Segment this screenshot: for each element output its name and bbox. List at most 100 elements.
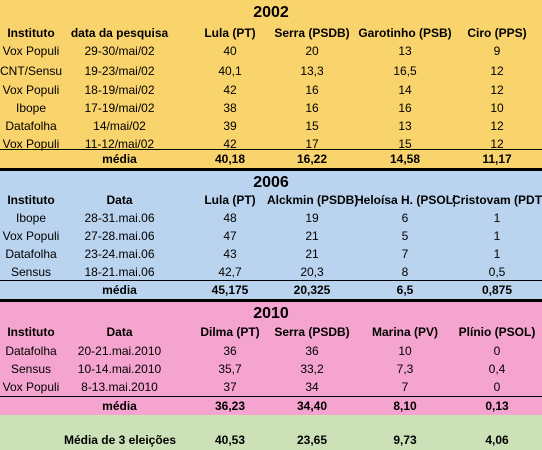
column-header: data da pesquisa <box>70 26 169 40</box>
column-header: Dilma (PT) <box>200 325 260 339</box>
candidate-1-cell: 42,7 <box>218 265 242 279</box>
candidate-3-cell: 13 <box>398 119 412 133</box>
candidate-3-cell: 15 <box>398 137 412 151</box>
average-value: 20,325 <box>293 283 331 297</box>
column-header: Data <box>106 193 133 207</box>
date-cell: 19-23/mai/02 <box>84 64 155 78</box>
average-value: 6,5 <box>396 283 414 297</box>
institute-cell: Ibope <box>15 101 47 115</box>
candidate-2-cell: 16 <box>305 101 319 115</box>
average-value: 14,58 <box>389 152 421 166</box>
column-header: Heloísa H. (PSOL) <box>355 193 455 207</box>
table-row: Datafolha 14/mai/02 39 15 13 12 <box>0 117 542 136</box>
section-2002: 2002 Instituto data da pesquisa Lula (PT) S… <box>0 0 542 168</box>
institute-cell: Datafolha <box>5 119 57 133</box>
candidate-2-cell: 21 <box>305 229 319 243</box>
candidate-2-cell: 13,3 <box>300 64 324 78</box>
section-2006: 2006 Instituto Data Lula (PT) Alckmin (PSDB… <box>0 171 542 299</box>
candidate-4-cell: 12 <box>490 64 504 78</box>
table-row: CNT/Sensus 19-23/mai/02 40,1 13,3 16,5 12 <box>0 62 542 81</box>
candidate-2-cell: 20,3 <box>300 265 324 279</box>
average-value: 0,13 <box>485 399 509 413</box>
candidate-4-cell: 9 <box>493 44 501 58</box>
table-row: Ibope 17-19/mai/02 38 16 16 10 <box>0 99 542 118</box>
candidate-4-cell: 1 <box>493 229 501 243</box>
summary-value: 4,06 <box>485 433 509 447</box>
section-divider <box>0 168 542 171</box>
average-value: 34,40 <box>296 399 328 413</box>
table-row: Vox Populi 8-13.mai.2010 37 34 7 0 <box>0 378 542 397</box>
candidate-3-cell: 5 <box>401 229 409 243</box>
column-header: Lula (PT) <box>204 26 256 40</box>
candidate-4-cell: 1 <box>493 247 501 261</box>
average-label: média <box>102 152 137 166</box>
candidate-4-cell: 12 <box>490 137 504 151</box>
candidate-3-cell: 7,3 <box>396 362 414 376</box>
table-row: Sensus 10-14.mai.2010 35,7 33,2 7,3 0,4 <box>0 360 542 379</box>
column-header: Lula (PT) <box>204 193 256 207</box>
candidate-1-cell: 39 <box>223 119 237 133</box>
table-row: Vox Populi 29-30/mai/02 40 20 13 9 <box>0 42 542 61</box>
candidate-2-cell: 19 <box>305 211 319 225</box>
column-header: Instituto <box>7 325 55 339</box>
candidate-1-cell: 47 <box>223 229 237 243</box>
candidate-4-cell: 1 <box>493 211 501 225</box>
table-row: Ibope 28-31.mai.06 48 19 6 1 <box>0 209 542 228</box>
date-cell: 20-21.mai.2010 <box>77 344 162 358</box>
summary-value: 40,53 <box>214 433 246 447</box>
column-header: Serra (PSDB) <box>274 26 350 40</box>
institute-cell: Sensus <box>10 265 52 279</box>
candidate-4-cell: 0 <box>493 344 501 358</box>
table-row: Vox Populi 18-19/mai/02 42 16 14 12 <box>0 81 542 100</box>
average-value: 0,875 <box>481 283 513 297</box>
candidate-3-cell: 13 <box>398 44 412 58</box>
column-header: Plínio (PSOL) <box>458 325 536 339</box>
column-header: Instituto <box>7 26 55 40</box>
institute-cell: Vox Populi <box>2 137 60 151</box>
table-row: Vox Populi 27-28.mai.06 47 21 5 1 <box>0 227 542 246</box>
table-row: Datafolha 20-21.mai.2010 36 36 10 0 <box>0 342 542 361</box>
summary-row: Média de 3 eleições 40,53 23,65 9,73 4,0… <box>0 431 542 450</box>
candidate-2-cell: 15 <box>305 119 319 133</box>
institute-cell: Vox Populi <box>2 229 60 243</box>
column-header: Garotinho (PSB) <box>358 26 452 40</box>
institute-cell: Sensus <box>10 362 52 376</box>
candidate-1-cell: 42 <box>223 83 237 97</box>
date-cell: 18-21.mai.06 <box>84 265 155 279</box>
institute-cell: Vox Populi <box>2 44 60 58</box>
institute-cell: Datafolha <box>5 344 57 358</box>
candidate-1-cell: 48 <box>223 211 237 225</box>
candidate-1-cell: 40 <box>223 44 237 58</box>
average-row: média 40,18 16,22 14,58 11,17 <box>0 149 542 168</box>
section-year: 2002 <box>253 4 289 21</box>
candidate-2-cell: 21 <box>305 247 319 261</box>
candidate-3-cell: 7 <box>401 380 409 394</box>
average-row: média 45,175 20,325 6,5 0,875 <box>0 280 542 299</box>
candidate-1-cell: 43 <box>223 247 237 261</box>
column-header: Alckmin (PSDB) <box>267 193 357 207</box>
candidate-2-cell: 20 <box>305 44 319 58</box>
date-cell: 8-13.mai.2010 <box>81 380 158 394</box>
candidate-1-cell: 38 <box>223 101 237 115</box>
average-row: média 36,23 34,40 8,10 0,13 <box>0 396 542 415</box>
column-header: Instituto <box>7 193 55 207</box>
summary-value: 9,73 <box>393 433 417 447</box>
institute-cell: CNT/Sensus <box>0 64 62 78</box>
candidate-4-cell: 0 <box>493 380 501 394</box>
header-row: Instituto Data Dilma (PT) Serra (PSDB) Marin… <box>0 323 542 342</box>
table-row: Datafolha 23-24.mai.06 43 21 7 1 <box>0 245 542 264</box>
date-cell: 28-31.mai.06 <box>84 211 155 225</box>
average-value: 40,18 <box>214 152 246 166</box>
table-row: Vox Populi 11-12/mai/02 42 17 15 12 <box>0 135 542 154</box>
institute-cell: Vox Populi <box>2 380 60 394</box>
institute-cell: Datafolha <box>5 247 57 261</box>
candidate-3-cell: 8 <box>401 265 409 279</box>
average-value: 11,17 <box>482 152 512 166</box>
section-divider <box>0 299 542 302</box>
date-cell: 17-19/mai/02 <box>84 101 155 115</box>
candidate-2-cell: 36 <box>305 344 319 358</box>
date-cell: 11-12/mai/02 <box>84 137 155 151</box>
candidate-2-cell: 33,2 <box>300 362 324 376</box>
candidate-2-cell: 34 <box>305 380 319 394</box>
date-cell: 29-30/mai/02 <box>84 44 155 58</box>
